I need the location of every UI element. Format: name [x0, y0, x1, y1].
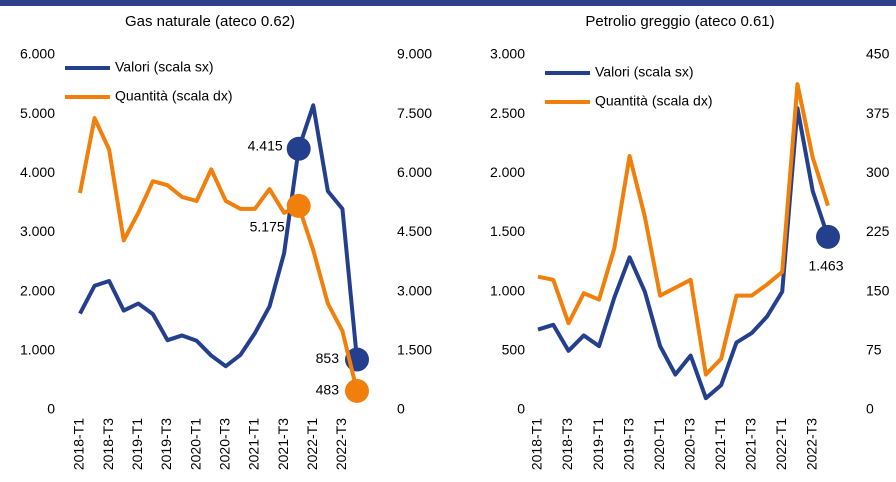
chart-title: Gas naturale (ateco 0.62) — [125, 13, 295, 30]
data-label: 853 — [316, 350, 340, 366]
series-line — [78, 103, 359, 369]
highlight-dot — [345, 378, 369, 403]
top-band — [0, 0, 896, 6]
legend-label: Valori (scala sx) — [595, 64, 694, 80]
y-tick-label: 3.000 — [490, 46, 525, 62]
y2-tick-label: 7.500 — [397, 105, 432, 121]
x-tick-label: 2021-T3 — [275, 418, 291, 470]
x-tick-label: 2019-T1 — [129, 418, 145, 470]
y-tick-label: 1.000 — [490, 282, 525, 298]
x-tick-label: 2022-T3 — [333, 418, 349, 470]
legend-label: Quantità (scala dx) — [595, 93, 713, 109]
x-tick-label: 2022-T3 — [803, 418, 819, 470]
y2-tick-label: 0 — [397, 401, 405, 417]
x-tick-label: 2021-T1 — [712, 418, 728, 470]
y2-tick-label: 6.000 — [397, 164, 432, 180]
x-tick-label: 2022-T1 — [304, 418, 320, 470]
x-tick-label: 2018-T3 — [559, 418, 575, 470]
y-tick-label: 6.000 — [20, 46, 55, 62]
y-tick-label: 0 — [517, 401, 525, 417]
x-tick-label: 2019-T3 — [620, 418, 636, 470]
y2-tick-label: 375 — [866, 105, 890, 121]
x-tick-label: 2020-T3 — [216, 418, 232, 470]
x-tick-label: 2019-T1 — [590, 418, 606, 470]
data-label: 4.415 — [248, 137, 283, 153]
x-tick-label: 2022-T1 — [773, 418, 789, 470]
x-tick-label: 2019-T3 — [158, 418, 174, 470]
series-line — [78, 116, 359, 392]
y2-tick-label: 4.500 — [397, 223, 432, 239]
data-label: 483 — [316, 382, 340, 398]
y2-tick-label: 225 — [866, 223, 890, 239]
x-tick-label: 2020-T3 — [681, 418, 697, 470]
y2-tick-label: 450 — [866, 46, 890, 62]
series-line — [537, 82, 830, 377]
y-tick-label: 0 — [47, 401, 55, 417]
y2-tick-label: 0 — [866, 401, 874, 417]
data-label: 5.175 — [250, 219, 285, 235]
data-label: 1.463 — [808, 258, 843, 274]
y-tick-label: 1.000 — [20, 342, 55, 358]
x-tick-label: 2018-T1 — [529, 418, 545, 470]
series-line — [537, 106, 830, 401]
legend-label: Quantità (scala dx) — [115, 88, 233, 104]
y-tick-label: 5.000 — [20, 105, 55, 121]
x-tick-label: 2020-T1 — [651, 418, 667, 470]
y2-tick-label: 75 — [866, 342, 882, 358]
y-tick-label: 3.000 — [20, 223, 55, 239]
x-tick-label: 2020-T1 — [187, 418, 203, 470]
x-tick-label: 2018-T3 — [100, 418, 116, 470]
legend-label: Valori (scala sx) — [115, 59, 214, 75]
y-tick-label: 1.500 — [490, 223, 525, 239]
y-tick-label: 4.000 — [20, 164, 55, 180]
y-tick-label: 2.500 — [490, 105, 525, 121]
x-tick-label: 2021-T1 — [246, 418, 262, 470]
highlight-dot — [286, 136, 311, 161]
y-tick-label: 2.000 — [20, 282, 55, 298]
chart-title: Petrolio greggio (ateco 0.61) — [585, 13, 774, 30]
y-tick-label: 500 — [502, 342, 526, 358]
x-tick-label: 2018-T1 — [71, 418, 87, 470]
y2-tick-label: 3.000 — [397, 282, 432, 298]
y-tick-label: 2.000 — [490, 164, 525, 180]
y2-tick-label: 9.000 — [397, 46, 432, 62]
highlight-dot — [816, 224, 840, 249]
x-tick-label: 2021-T3 — [742, 418, 758, 470]
y2-tick-label: 1.500 — [397, 342, 432, 358]
y2-tick-label: 300 — [866, 164, 890, 180]
y2-tick-label: 150 — [866, 282, 890, 298]
highlight-dot — [286, 193, 311, 218]
